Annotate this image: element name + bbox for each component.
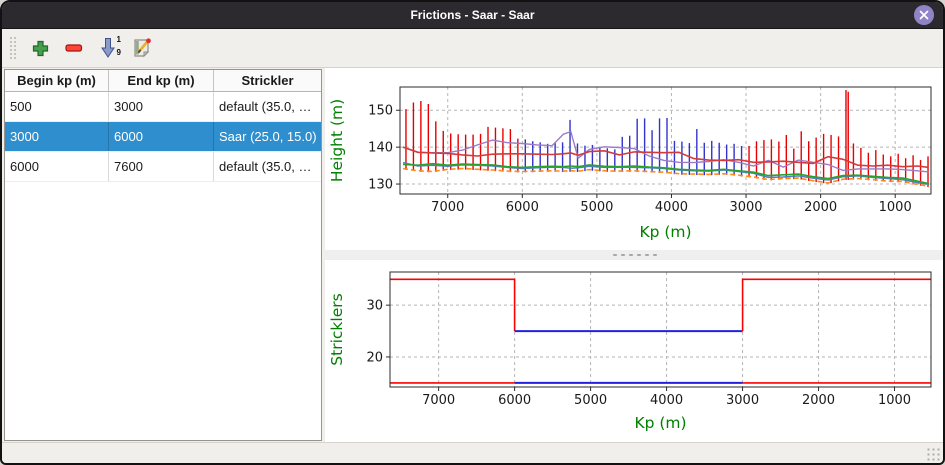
svg-text:6000: 6000: [506, 200, 539, 215]
table-header: Begin kp (m) End kp (m) Strickler: [5, 70, 321, 92]
close-icon: [919, 10, 929, 20]
minus-icon: [65, 44, 83, 52]
splitter-grip-icon: [611, 253, 657, 257]
cell-end-kp[interactable]: 6000: [109, 122, 214, 151]
cell-begin-kp[interactable]: 6000: [5, 152, 109, 181]
toolbar: 1 9: [2, 29, 943, 68]
window-title: Frictions - Saar - Saar: [410, 8, 535, 22]
svg-text:2000: 2000: [804, 200, 837, 215]
svg-text:7000: 7000: [431, 200, 464, 215]
svg-text:3000: 3000: [729, 200, 762, 215]
resize-grip-icon[interactable]: [926, 447, 940, 461]
height-profile-chart: 7000 6000 5000 4000 3000 2000 1000 130 140 150 Kp …: [325, 68, 943, 250]
svg-text:1000: 1000: [879, 200, 912, 215]
frictions-table: Begin kp (m) End kp (m) Strickler 500 30…: [4, 69, 322, 441]
cell-strickler[interactable]: Saar (25.0, 15.0): [219, 129, 317, 144]
svg-text:30: 30: [366, 299, 383, 314]
svg-text:20: 20: [366, 350, 383, 365]
svg-text:2000: 2000: [802, 393, 835, 408]
svg-text:5000: 5000: [580, 200, 613, 215]
add-row-button[interactable]: [25, 33, 55, 63]
svg-text:150: 150: [368, 104, 393, 119]
table-row-selected[interactable]: 3000 6000 Saar (25.0, 15.0): [5, 122, 321, 152]
svg-text:6000: 6000: [498, 393, 531, 408]
svg-text:Stricklers: Stricklers: [328, 293, 346, 365]
column-header-strickler[interactable]: Strickler: [241, 73, 294, 88]
toolbar-drag-handle[interactable]: [9, 36, 17, 60]
table-row[interactable]: 6000 7600 default (35.0, …: [5, 152, 321, 182]
stricklers-chart: 7000 6000 5000 4000 3000 2000 1000 20 30 Kp (m) St…: [325, 260, 943, 432]
svg-text:130: 130: [368, 178, 393, 193]
sort-digits: 1 9: [116, 35, 121, 57]
cell-end-kp[interactable]: 3000: [109, 92, 214, 121]
table-row[interactable]: 500 3000 default (35.0, …: [5, 92, 321, 122]
cell-strickler[interactable]: default (35.0, …: [219, 159, 312, 174]
title-bar[interactable]: Frictions - Saar - Saar: [2, 2, 943, 29]
cell-begin-kp[interactable]: 3000: [5, 122, 109, 151]
edit-friction-button[interactable]: [127, 33, 157, 63]
charts-splitter[interactable]: [325, 250, 943, 260]
svg-text:4000: 4000: [650, 393, 683, 408]
plus-icon: [32, 40, 48, 56]
svg-text:4000: 4000: [655, 200, 688, 215]
status-bar: [2, 442, 943, 463]
svg-text:Height (m): Height (m): [328, 99, 346, 182]
cell-begin-kp[interactable]: 500: [5, 92, 109, 121]
edit-icon: [134, 38, 151, 58]
sort-numeric-icon: [100, 38, 115, 58]
svg-text:3000: 3000: [726, 393, 759, 408]
charts-panel: 7000 6000 5000 4000 3000 2000 1000 130 140 150 Kp …: [325, 68, 943, 442]
column-header-end-kp[interactable]: End kp (m): [109, 70, 214, 91]
close-button[interactable]: [914, 5, 934, 25]
svg-text:5000: 5000: [574, 393, 607, 408]
cell-strickler[interactable]: default (35.0, …: [219, 99, 312, 114]
cell-end-kp[interactable]: 7600: [109, 152, 214, 181]
remove-row-button[interactable]: [59, 33, 89, 63]
svg-text:7000: 7000: [422, 393, 455, 408]
column-header-begin-kp[interactable]: Begin kp (m): [5, 70, 109, 91]
svg-text:1000: 1000: [878, 393, 911, 408]
svg-text:Kp (m): Kp (m): [634, 414, 686, 432]
main-content: Begin kp (m) End kp (m) Strickler 500 30…: [2, 68, 943, 442]
svg-text:140: 140: [368, 141, 393, 156]
sort-rows-button[interactable]: 1 9: [93, 33, 123, 63]
svg-text:Kp (m): Kp (m): [639, 223, 691, 241]
